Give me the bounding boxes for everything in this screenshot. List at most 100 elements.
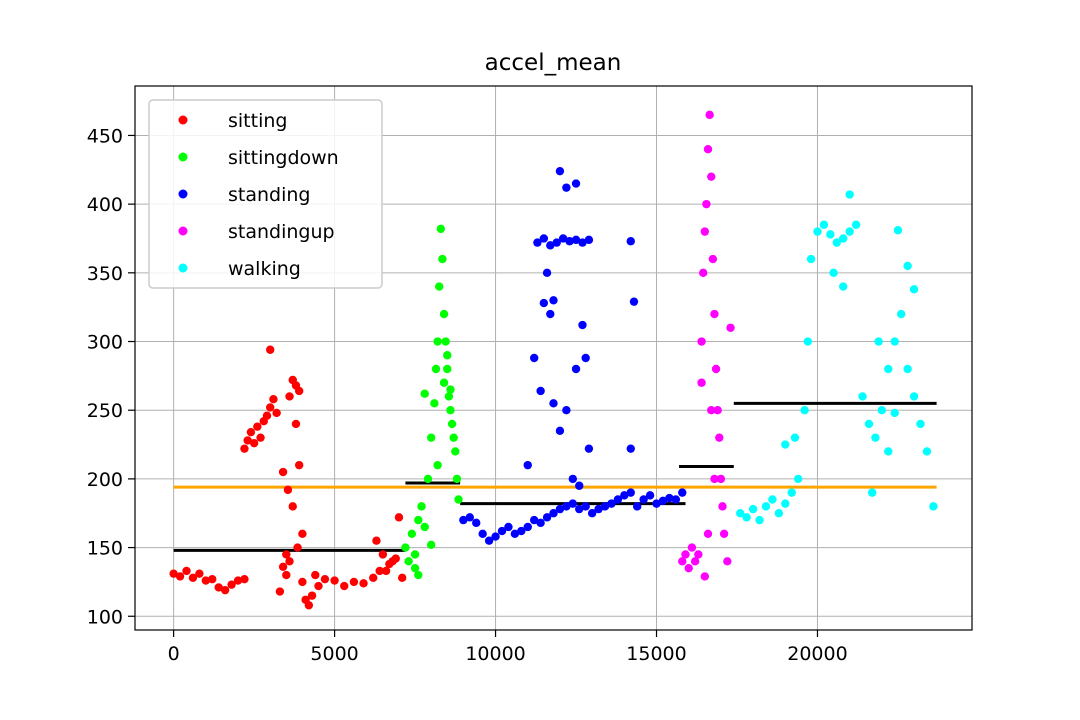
sitting-point bbox=[372, 536, 381, 545]
x-tick-label: 10000 bbox=[465, 643, 525, 665]
walking-point bbox=[803, 337, 813, 346]
standing-point bbox=[555, 504, 565, 514]
walking-point bbox=[916, 419, 925, 429]
sittingdown-point bbox=[443, 364, 452, 374]
standing-point bbox=[607, 499, 616, 508]
standing-point bbox=[562, 406, 571, 415]
sitting-point bbox=[175, 572, 185, 581]
legend-label-sittingdown: sittingdown bbox=[228, 147, 339, 169]
sitting-point bbox=[288, 502, 297, 511]
sitting-point bbox=[266, 403, 275, 412]
standing-point bbox=[523, 522, 532, 532]
y-tick-label: 100 bbox=[87, 606, 123, 628]
walking-point bbox=[922, 447, 932, 456]
standing-point bbox=[578, 320, 587, 330]
sitting-point bbox=[282, 550, 291, 559]
walking-point bbox=[790, 433, 800, 442]
standing-point bbox=[549, 509, 558, 518]
sitting-point bbox=[294, 460, 304, 470]
standingup-point bbox=[687, 543, 697, 552]
standing-point bbox=[546, 241, 555, 250]
sitting-point bbox=[285, 392, 294, 401]
walking-point bbox=[787, 488, 796, 497]
sitting-point bbox=[240, 444, 249, 453]
sitting-point bbox=[378, 550, 388, 559]
sittingdown-point bbox=[410, 550, 420, 559]
sitting-point bbox=[307, 591, 317, 600]
standingup-point bbox=[707, 406, 716, 415]
y-tick-label: 450 bbox=[87, 125, 123, 147]
standing-point bbox=[465, 513, 474, 522]
walking-point bbox=[896, 309, 906, 319]
walking-point bbox=[839, 282, 848, 291]
sitting-point bbox=[278, 562, 288, 572]
chart-title: accel_mean bbox=[485, 50, 622, 76]
sittingdown-point bbox=[431, 364, 441, 374]
standing-point bbox=[626, 237, 635, 246]
sittingdown-point bbox=[452, 474, 462, 484]
standingup-point bbox=[710, 474, 719, 484]
sittingdown-point bbox=[401, 543, 410, 552]
sitting-point bbox=[314, 581, 323, 591]
standing-point bbox=[484, 536, 494, 545]
walking-point bbox=[839, 234, 848, 243]
standing-point bbox=[562, 183, 571, 192]
walking-point bbox=[793, 474, 803, 484]
walking-point bbox=[909, 285, 919, 294]
standingup-point bbox=[703, 529, 713, 539]
sittingdown-point bbox=[451, 447, 460, 456]
standing-point bbox=[555, 166, 565, 176]
sitting-point bbox=[282, 570, 291, 580]
standing-point bbox=[613, 495, 623, 504]
standingup-point bbox=[718, 502, 727, 511]
sitting-point bbox=[293, 543, 302, 552]
standing-point bbox=[639, 495, 648, 504]
walking-point bbox=[813, 227, 822, 236]
legend-label-sitting: sitting bbox=[228, 110, 287, 132]
walking-point bbox=[864, 419, 874, 429]
standing-point bbox=[678, 488, 687, 497]
sitting-point bbox=[262, 411, 272, 420]
sitting-point bbox=[266, 345, 275, 354]
sitting-point bbox=[269, 395, 278, 404]
y-tick-label: 350 bbox=[87, 263, 123, 285]
walking-point bbox=[845, 190, 854, 199]
standingup-point bbox=[707, 172, 716, 181]
sitting-point bbox=[208, 574, 217, 584]
walking-point bbox=[806, 254, 816, 264]
sitting-point bbox=[220, 585, 230, 595]
standingup-point bbox=[723, 557, 732, 566]
sitting-point bbox=[169, 569, 178, 578]
sittingdown-point bbox=[404, 557, 413, 566]
sittingdown-point bbox=[420, 522, 429, 532]
y-tick-label: 400 bbox=[87, 194, 123, 216]
y-tick-label: 200 bbox=[87, 469, 123, 491]
standing-point bbox=[575, 504, 584, 514]
standing-point bbox=[517, 526, 526, 536]
legend: sitting sittingdown standing standingup walk… bbox=[148, 99, 383, 289]
sitting-point bbox=[227, 580, 236, 589]
standing-point bbox=[549, 296, 558, 305]
standing-point bbox=[629, 297, 639, 306]
standing-point bbox=[633, 502, 642, 511]
walking-point bbox=[748, 504, 758, 514]
standing-point bbox=[568, 499, 578, 508]
mean-lines bbox=[173, 401, 937, 552]
standingup-point bbox=[694, 550, 703, 559]
sitting-point bbox=[253, 422, 262, 431]
sitting-point bbox=[394, 513, 404, 522]
standing-point bbox=[626, 444, 635, 453]
standingup-point bbox=[697, 337, 706, 346]
sitting-point bbox=[294, 386, 304, 396]
standingup-point bbox=[690, 557, 700, 566]
standingup-point bbox=[700, 572, 710, 581]
standing-point bbox=[536, 386, 545, 396]
standing-point bbox=[529, 515, 539, 525]
standing-point bbox=[587, 509, 597, 518]
standing-point bbox=[665, 493, 674, 503]
standing-point bbox=[581, 353, 590, 363]
sitting-point bbox=[330, 576, 339, 585]
sittingdown-point bbox=[420, 389, 429, 398]
walking-point bbox=[929, 502, 938, 511]
sittingdown-point bbox=[417, 502, 426, 511]
